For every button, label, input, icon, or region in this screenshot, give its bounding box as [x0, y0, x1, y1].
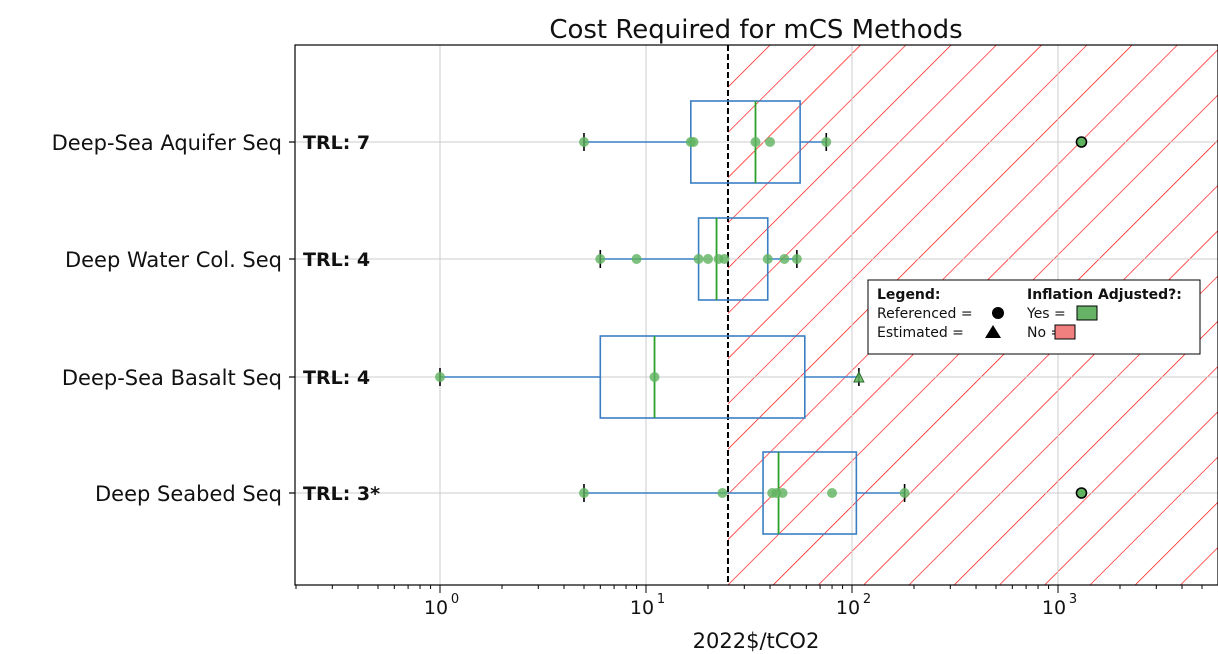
x-tick-exponent: 2 [863, 592, 871, 607]
legend-no-swatch [1054, 324, 1076, 340]
legend-triangle-marker [985, 325, 1001, 338]
category-label: Deep Water Col. Seq [65, 248, 282, 272]
data-point [578, 488, 589, 498]
data-point [777, 488, 788, 498]
chart-title: Cost Required for mCS Methods [549, 15, 962, 45]
legend-referenced-label: Referenced = [877, 306, 973, 322]
trl-label: TRL: 4 [303, 249, 370, 271]
data-point [779, 254, 790, 264]
data-point [693, 254, 704, 264]
trl-label: TRL: 4 [303, 367, 370, 389]
data-point [649, 372, 660, 382]
data-point [719, 254, 730, 264]
legend-yes-label: Yes = [1026, 306, 1066, 322]
data-point [762, 254, 773, 264]
x-tick-label: 10 [836, 597, 860, 619]
box-group [435, 335, 865, 419]
data-point [827, 488, 838, 498]
data-point [750, 137, 761, 147]
data-point [703, 254, 714, 264]
legend-heading: Legend: [877, 287, 941, 303]
legend: Legend: Inflation Adjusted?: Referenced … [867, 279, 1201, 355]
data-point [578, 137, 589, 147]
x-tick-exponent: 0 [451, 592, 459, 607]
x-tick-label: 10 [630, 597, 654, 619]
category-label: Deep Seabed Seq [95, 482, 282, 506]
box-group [595, 217, 802, 301]
x-tick-label: 10 [424, 597, 448, 619]
legend-estimated-label: Estimated = [877, 325, 964, 341]
x-tick-label: 10 [1042, 597, 1066, 619]
outlier-point [1075, 136, 1088, 148]
x-axis-label: 2022$/tCO2 [693, 629, 820, 653]
x-tick-exponent: 3 [1069, 592, 1077, 607]
trl-label: TRL: 7 [303, 132, 370, 154]
data-point [791, 254, 802, 264]
box [762, 451, 858, 535]
box [599, 335, 806, 419]
category-label: Deep-Sea Aquifer Seq [52, 131, 282, 155]
legend-frame [867, 279, 1201, 355]
data-point [435, 372, 445, 382]
data-point [717, 488, 728, 498]
outlier-point [1075, 487, 1088, 499]
data-point [821, 137, 832, 147]
data-point [688, 137, 699, 147]
legend-no-label: No = [1027, 325, 1062, 341]
trl-label: TRL: 3* [303, 483, 380, 505]
data-point [631, 254, 642, 264]
legend-yes-swatch [1076, 305, 1098, 321]
box-group [578, 100, 1088, 184]
data-point [899, 488, 910, 498]
legend-heading-inflation: Inflation Adjusted?: [1027, 287, 1182, 303]
box-group [578, 451, 1088, 535]
category-label: Deep-Sea Basalt Seq [62, 366, 282, 390]
x-tick-exponent: 1 [657, 592, 665, 607]
legend-circle-marker [992, 307, 1004, 319]
data-point [765, 137, 776, 147]
data-point-triangle [853, 370, 865, 383]
plot-frame [294, 44, 1218, 586]
data-point [595, 254, 606, 264]
